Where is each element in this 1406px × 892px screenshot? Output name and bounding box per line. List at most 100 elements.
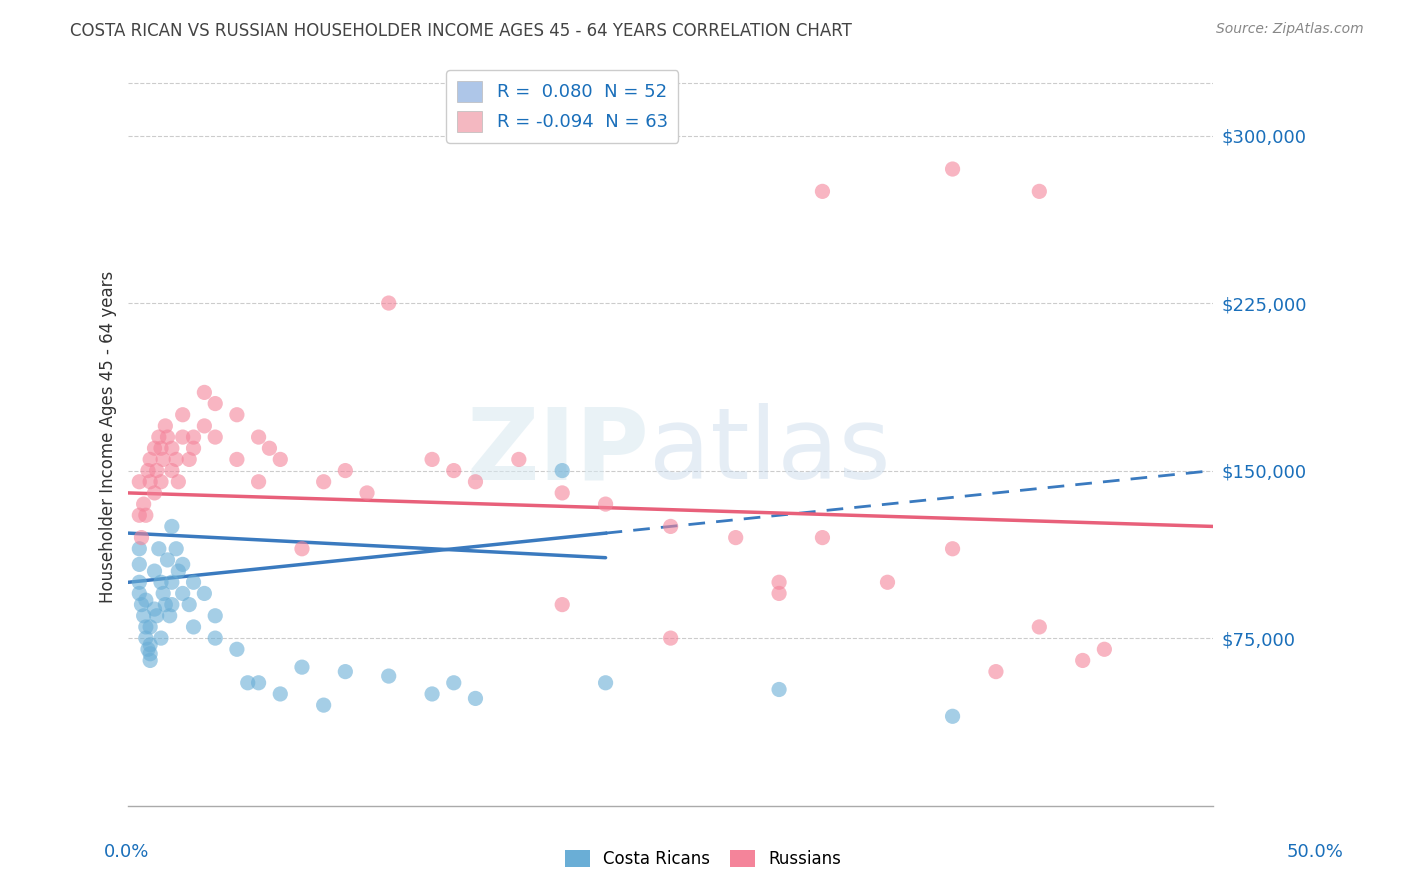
- Point: [150, 631, 173, 645]
- Point: [135, 508, 157, 523]
- Point: [204, 396, 226, 410]
- Point: [160, 519, 183, 533]
- Point: [551, 486, 574, 500]
- Point: [551, 464, 574, 478]
- Point: [172, 558, 194, 572]
- Point: [167, 475, 190, 489]
- Point: [179, 452, 201, 467]
- Point: [420, 452, 443, 467]
- Point: [225, 408, 247, 422]
- Point: [193, 385, 215, 400]
- Point: [143, 442, 166, 456]
- Point: [148, 430, 170, 444]
- Point: [136, 464, 159, 478]
- Point: [135, 620, 157, 634]
- Point: [131, 531, 153, 545]
- Point: [172, 586, 194, 600]
- Point: [150, 575, 173, 590]
- Point: [128, 541, 150, 556]
- Point: [1028, 620, 1050, 634]
- Point: [259, 442, 281, 456]
- Point: [508, 452, 530, 467]
- Legend: R =  0.080  N = 52, R = -0.094  N = 63: R = 0.080 N = 52, R = -0.094 N = 63: [446, 70, 679, 143]
- Point: [167, 564, 190, 578]
- Point: [143, 602, 166, 616]
- Point: [150, 442, 173, 456]
- Point: [152, 586, 174, 600]
- Point: [160, 575, 183, 590]
- Point: [225, 642, 247, 657]
- Point: [150, 475, 173, 489]
- Point: [139, 475, 162, 489]
- Point: [139, 647, 162, 661]
- Point: [659, 631, 682, 645]
- Point: [172, 430, 194, 444]
- Point: [247, 675, 270, 690]
- Point: [132, 608, 155, 623]
- Point: [443, 464, 465, 478]
- Point: [377, 296, 399, 310]
- Point: [236, 675, 259, 690]
- Point: [356, 486, 378, 500]
- Point: [135, 593, 157, 607]
- Point: [155, 598, 177, 612]
- Point: [128, 586, 150, 600]
- Point: [128, 575, 150, 590]
- Point: [183, 442, 205, 456]
- Point: [443, 675, 465, 690]
- Point: [148, 541, 170, 556]
- Point: [139, 653, 162, 667]
- Point: [155, 418, 177, 433]
- Point: [179, 598, 201, 612]
- Point: [183, 620, 205, 634]
- Point: [128, 508, 150, 523]
- Point: [143, 486, 166, 500]
- Point: [145, 608, 167, 623]
- Point: [225, 452, 247, 467]
- Point: [551, 598, 574, 612]
- Point: [876, 575, 898, 590]
- Text: ZIP: ZIP: [465, 403, 650, 500]
- Point: [143, 564, 166, 578]
- Legend: Costa Ricans, Russians: Costa Ricans, Russians: [558, 843, 848, 875]
- Point: [595, 497, 617, 511]
- Point: [984, 665, 1007, 679]
- Point: [165, 452, 187, 467]
- Point: [132, 497, 155, 511]
- Point: [269, 687, 291, 701]
- Point: [172, 408, 194, 422]
- Point: [724, 531, 747, 545]
- Point: [152, 452, 174, 467]
- Point: [204, 430, 226, 444]
- Point: [128, 475, 150, 489]
- Point: [1071, 653, 1094, 667]
- Point: [595, 675, 617, 690]
- Point: [811, 531, 834, 545]
- Point: [139, 452, 162, 467]
- Point: [1092, 642, 1115, 657]
- Point: [193, 586, 215, 600]
- Point: [165, 541, 187, 556]
- Point: [312, 698, 335, 712]
- Point: [159, 608, 181, 623]
- Text: 50.0%: 50.0%: [1286, 843, 1343, 861]
- Point: [139, 638, 162, 652]
- Point: [204, 608, 226, 623]
- Text: atlas: atlas: [650, 403, 890, 500]
- Point: [942, 541, 965, 556]
- Point: [768, 586, 790, 600]
- Point: [183, 430, 205, 444]
- Point: [811, 185, 834, 199]
- Point: [204, 631, 226, 645]
- Point: [160, 442, 183, 456]
- Point: [139, 620, 162, 634]
- Point: [247, 475, 270, 489]
- Point: [128, 558, 150, 572]
- Point: [291, 541, 314, 556]
- Point: [335, 464, 357, 478]
- Point: [768, 682, 790, 697]
- Point: [942, 162, 965, 177]
- Point: [183, 575, 205, 590]
- Point: [291, 660, 314, 674]
- Y-axis label: Householder Income Ages 45 - 64 years: Householder Income Ages 45 - 64 years: [100, 271, 117, 603]
